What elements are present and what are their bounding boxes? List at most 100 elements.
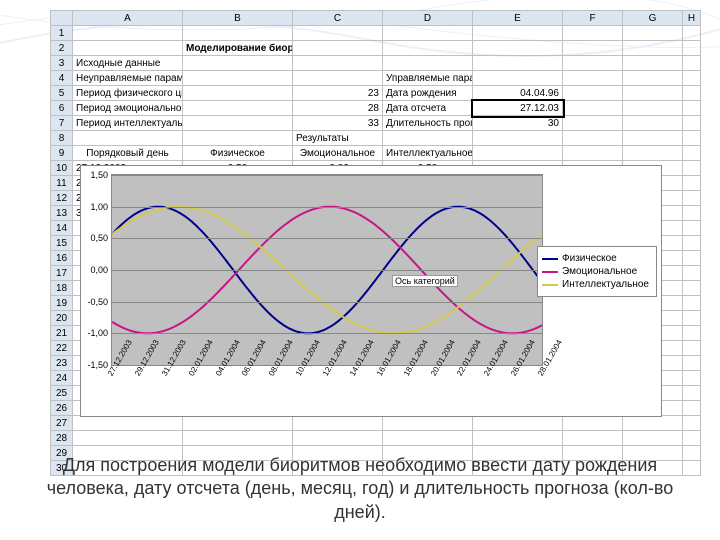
col-header[interactable]: H	[683, 11, 701, 26]
row-header[interactable]: 7	[51, 116, 73, 131]
cell[interactable]	[563, 86, 623, 101]
cell[interactable]	[623, 101, 683, 116]
cell[interactable]: Длительность прогноза	[383, 116, 473, 131]
row-header[interactable]: 3	[51, 56, 73, 71]
cell[interactable]	[293, 41, 383, 56]
cell[interactable]: Эмоциональное	[293, 146, 383, 161]
row-header[interactable]: 26	[51, 401, 73, 416]
cell[interactable]	[183, 431, 293, 446]
cell[interactable]: 33	[293, 116, 383, 131]
col-header[interactable]: F	[563, 11, 623, 26]
cell[interactable]: Порядковый день	[73, 146, 183, 161]
cell[interactable]	[563, 131, 623, 146]
cell[interactable]	[683, 101, 701, 116]
col-header[interactable]: B	[183, 11, 293, 26]
row-header[interactable]: 4	[51, 71, 73, 86]
cell[interactable]	[683, 191, 701, 206]
cell[interactable]: 23	[293, 86, 383, 101]
cell[interactable]: Период интеллектуального цикла	[73, 116, 183, 131]
cell[interactable]	[683, 26, 701, 41]
cell[interactable]	[623, 26, 683, 41]
cell[interactable]	[183, 416, 293, 431]
cell[interactable]	[183, 116, 293, 131]
cell[interactable]	[563, 431, 623, 446]
row-header[interactable]: 13	[51, 206, 73, 221]
cell[interactable]	[683, 341, 701, 356]
cell[interactable]	[683, 71, 701, 86]
cell[interactable]	[623, 146, 683, 161]
cell[interactable]	[473, 26, 563, 41]
col-header[interactable]: D	[383, 11, 473, 26]
cell[interactable]	[383, 431, 473, 446]
cell[interactable]	[683, 251, 701, 266]
cell[interactable]	[73, 131, 183, 146]
cell[interactable]	[293, 56, 383, 71]
col-header[interactable]	[51, 11, 73, 26]
row-header[interactable]: 6	[51, 101, 73, 116]
cell[interactable]	[683, 41, 701, 56]
cell[interactable]	[183, 71, 293, 86]
cell[interactable]	[383, 41, 473, 56]
cell[interactable]	[293, 416, 383, 431]
cell[interactable]	[563, 116, 623, 131]
cell[interactable]	[293, 26, 383, 41]
cell[interactable]	[683, 371, 701, 386]
cell[interactable]	[473, 416, 563, 431]
col-header[interactable]: E	[473, 11, 563, 26]
cell[interactable]	[563, 101, 623, 116]
cell[interactable]	[683, 296, 701, 311]
cell[interactable]	[623, 131, 683, 146]
cell[interactable]	[183, 101, 293, 116]
cell[interactable]: Результаты	[293, 131, 383, 146]
cell[interactable]	[473, 146, 563, 161]
cell[interactable]	[683, 86, 701, 101]
cell[interactable]	[683, 356, 701, 371]
row-header[interactable]: 27	[51, 416, 73, 431]
cell[interactable]	[383, 131, 473, 146]
row-header[interactable]: 9	[51, 146, 73, 161]
cell[interactable]	[563, 56, 623, 71]
cell[interactable]	[563, 71, 623, 86]
row-header[interactable]: 2	[51, 41, 73, 56]
cell[interactable]: Физическое	[183, 146, 293, 161]
row-header[interactable]: 5	[51, 86, 73, 101]
cell[interactable]	[623, 116, 683, 131]
cell[interactable]	[383, 26, 473, 41]
row-header[interactable]: 23	[51, 356, 73, 371]
row-header[interactable]: 18	[51, 281, 73, 296]
cell[interactable]	[73, 416, 183, 431]
row-header[interactable]: 20	[51, 311, 73, 326]
cell[interactable]	[183, 56, 293, 71]
cell[interactable]: Неуправляемые параметры (константы)	[73, 71, 183, 86]
cell[interactable]	[683, 386, 701, 401]
cell[interactable]	[683, 161, 701, 176]
cell[interactable]	[383, 416, 473, 431]
row-header[interactable]: 22	[51, 341, 73, 356]
col-header[interactable]: A	[73, 11, 183, 26]
cell[interactable]	[683, 401, 701, 416]
cell[interactable]: 04.04.96	[473, 86, 563, 101]
cell[interactable]	[683, 281, 701, 296]
row-header[interactable]: 11	[51, 176, 73, 191]
cell[interactable]	[683, 206, 701, 221]
cell[interactable]: Управляемые параметры	[383, 71, 473, 86]
row-header[interactable]: 12	[51, 191, 73, 206]
cell[interactable]	[73, 41, 183, 56]
row-header[interactable]: 15	[51, 236, 73, 251]
cell[interactable]	[623, 431, 683, 446]
cell[interactable]	[623, 56, 683, 71]
cell[interactable]: Период физического цикла	[73, 86, 183, 101]
cell[interactable]	[683, 416, 701, 431]
cell[interactable]	[473, 71, 563, 86]
row-header[interactable]: 14	[51, 221, 73, 236]
cell[interactable]	[73, 431, 183, 446]
cell[interactable]: 27.12.03	[473, 101, 563, 116]
cell[interactable]	[623, 86, 683, 101]
row-header[interactable]: 24	[51, 371, 73, 386]
row-header[interactable]: 8	[51, 131, 73, 146]
cell[interactable]	[183, 26, 293, 41]
cell[interactable]	[563, 416, 623, 431]
cell[interactable]: Интеллектуальное	[383, 146, 473, 161]
cell[interactable]	[683, 461, 701, 476]
cell[interactable]	[683, 326, 701, 341]
